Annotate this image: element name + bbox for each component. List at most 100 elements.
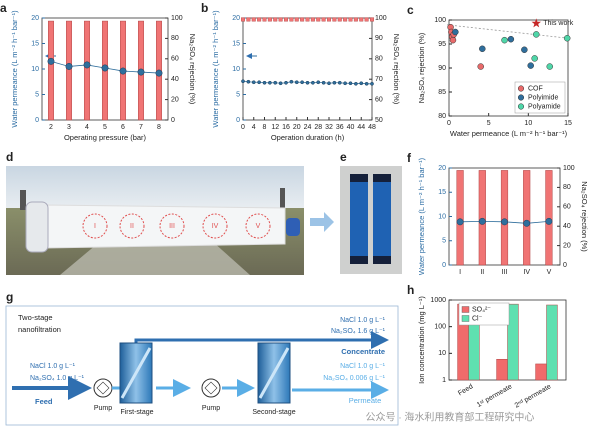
- x-tick-label: 28: [314, 124, 322, 131]
- bar: [48, 20, 54, 121]
- point: [523, 219, 531, 227]
- unit-label: First-stage: [120, 409, 153, 416]
- y-axis-label: Ion concentration (mg L⁻¹): [417, 296, 426, 384]
- marker: [337, 17, 342, 22]
- x-tick-label: 12: [271, 124, 279, 131]
- point: [364, 81, 369, 86]
- marker: [353, 17, 358, 22]
- x-tick-label: 36: [336, 124, 344, 131]
- bar: [523, 170, 531, 266]
- y-tick-label: 10: [31, 66, 39, 73]
- scatter-point: [479, 45, 486, 53]
- panel-label: f: [407, 151, 412, 165]
- y-tick-label: 20: [31, 15, 39, 22]
- point: [294, 80, 299, 85]
- legend-swatch: [461, 306, 470, 313]
- x-tick-label: IV: [523, 269, 530, 276]
- point: [273, 80, 278, 85]
- point: [268, 80, 272, 85]
- sample-label: IV: [212, 223, 219, 230]
- x-tick-label: 0: [447, 120, 451, 127]
- y2-tick-label: 80: [563, 184, 571, 191]
- x-tick-label: Feed: [457, 383, 474, 397]
- diagram-title: Two-stage: [18, 313, 53, 322]
- panel-label: b: [201, 1, 208, 15]
- legend-label: COF: [528, 85, 543, 92]
- y-tick-label: 5: [442, 238, 446, 245]
- y-tick-label: 15: [438, 189, 446, 196]
- y2-tick-label: 60: [375, 96, 383, 103]
- stream-composition: Na₂SO₄ 1.0 g L⁻¹: [30, 375, 85, 382]
- bar: [546, 304, 558, 381]
- x-tick-label: II: [480, 269, 484, 276]
- x-tick-label: 6: [121, 124, 125, 131]
- y2-tick-label: 100: [563, 165, 575, 172]
- point: [305, 80, 310, 85]
- stream-composition: NaCl 1.0 g L⁻¹: [340, 317, 386, 324]
- x-tick-label: V: [547, 269, 552, 276]
- marker: [289, 17, 294, 22]
- y2-axis-label: Na₂SO₄ rejection (%): [392, 34, 401, 105]
- marker: [284, 17, 289, 22]
- x-tick-label: 2ⁿᵈ permeate: [514, 383, 553, 409]
- scatter-point: [563, 34, 571, 42]
- point: [257, 80, 261, 85]
- x-tick-label: 2: [49, 124, 53, 131]
- y-axis-label: Water permeance (L m⁻² h⁻¹ bar⁻¹): [211, 10, 220, 128]
- x-tick-label: 15: [564, 120, 572, 127]
- x-tick-label: 4: [85, 124, 89, 131]
- stream-label: Concentrate: [341, 347, 385, 356]
- marker: [251, 17, 256, 22]
- y2-tick-label: 50: [375, 117, 383, 124]
- x-tick-label: 10: [524, 120, 532, 127]
- scatter-point: [477, 63, 484, 70]
- scatter-point: [452, 28, 459, 36]
- point: [501, 218, 508, 226]
- bar: [478, 170, 486, 266]
- x-tick-label: 3: [67, 124, 71, 131]
- x-tick-label: 32: [325, 124, 333, 131]
- y2-tick-label: 0: [171, 117, 175, 124]
- photo-e: e: [340, 150, 402, 274]
- panel-label: c: [407, 3, 414, 17]
- y-tick-label: 10: [438, 350, 446, 357]
- marker: [316, 17, 321, 22]
- y-tick-label: 85: [438, 89, 446, 96]
- x-tick-label: 16: [282, 124, 290, 131]
- panel-label: d: [6, 150, 13, 164]
- y2-tick-label: 100: [375, 15, 387, 22]
- bar: [496, 358, 508, 381]
- y2-tick-label: 20: [171, 96, 179, 103]
- y-tick-label: 95: [438, 41, 446, 48]
- x-tick-label: 40: [347, 124, 355, 131]
- panel-label: e: [340, 150, 347, 164]
- y2-tick-label: 70: [375, 76, 383, 83]
- marker: [262, 17, 267, 22]
- point: [137, 68, 145, 76]
- bar: [545, 170, 553, 266]
- annotation: This work: [543, 20, 573, 27]
- point: [289, 79, 294, 84]
- scatter-point: [501, 36, 508, 44]
- marker: [343, 17, 348, 22]
- point: [155, 69, 163, 77]
- x-tick-label: 44: [357, 124, 365, 131]
- point: [316, 80, 321, 85]
- x-tick-label: 24: [304, 124, 312, 131]
- arrow: [310, 212, 334, 232]
- bar: [500, 170, 509, 266]
- marker: [278, 17, 283, 22]
- y2-tick-label: 60: [171, 56, 179, 63]
- y2-tick-label: 40: [171, 76, 179, 83]
- bar: [456, 170, 464, 266]
- x-tick-label: 7: [139, 124, 143, 131]
- unit-label: Pump: [202, 405, 220, 412]
- y-tick-label: 1: [442, 377, 446, 384]
- marker: [348, 17, 353, 22]
- marker: [327, 17, 332, 22]
- stream-composition: NaCl 1.0 g L⁻¹: [30, 363, 76, 370]
- y-axis-label: Water permeance (L m⁻² h⁻¹ bar⁻¹): [10, 10, 19, 128]
- stream-label: Feed: [35, 397, 53, 406]
- point: [300, 80, 304, 85]
